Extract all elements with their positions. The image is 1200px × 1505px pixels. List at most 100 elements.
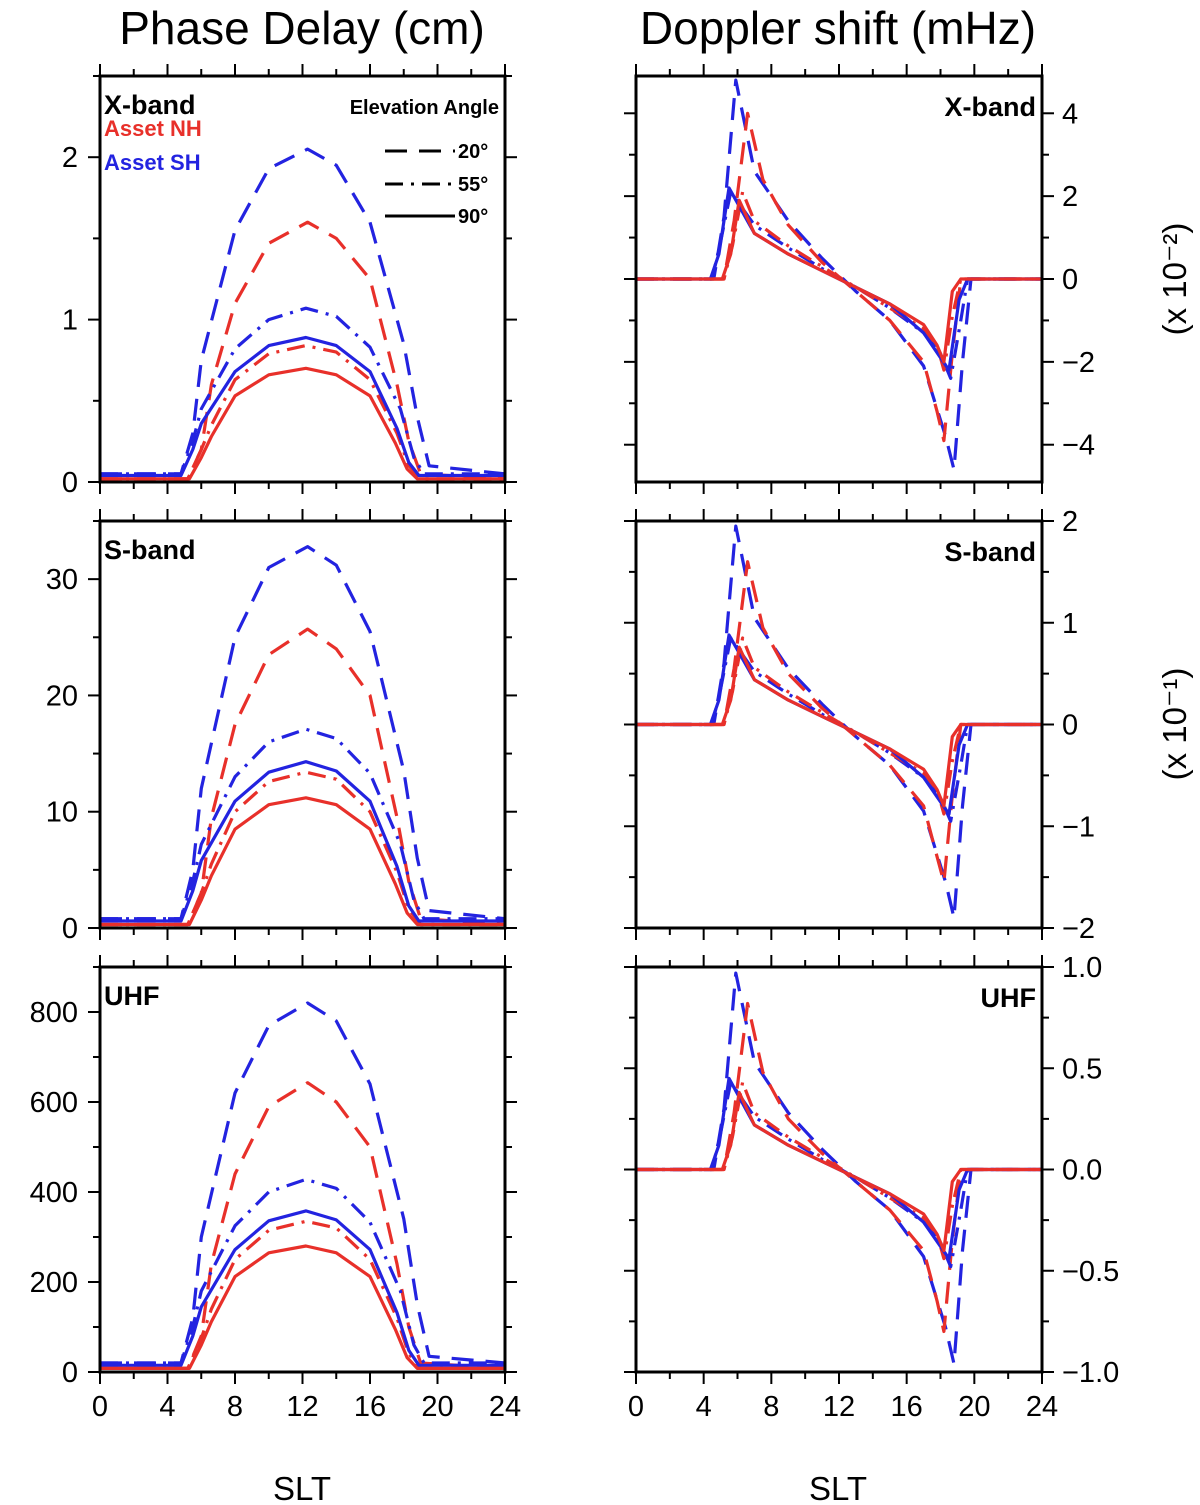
series-phase-uhf-sh-solid <box>100 1209 505 1367</box>
ytick-label-phase-s-0: 0 <box>62 913 78 945</box>
series-doppler-uhf-nh-solid <box>636 1090 1042 1253</box>
series-phase-uhf-nh-dashdot <box>100 1219 505 1371</box>
series-doppler-uhf-sh-dashed <box>636 971 1042 1366</box>
ytick-label-phase-x-1: 1 <box>62 305 78 337</box>
xtick-label-phase-uhf-12: 12 <box>286 1391 318 1423</box>
left-title: Phase Delay (cm) <box>119 2 485 54</box>
ytick-label-doppler-uhf-0.0: 0.0 <box>1062 1155 1102 1187</box>
series-doppler-uhf-nh-dashdot <box>636 1080 1042 1261</box>
band-label-doppler-uhf: UHF <box>981 983 1037 1013</box>
series-phase-s-nh-dashed <box>100 627 506 927</box>
frame-phase-uhf <box>98 965 507 1374</box>
ytick-label-doppler-x-2: 2 <box>1062 181 1078 213</box>
ytick-label-phase-uhf-800: 800 <box>30 997 78 1029</box>
panel-phase-uhf: 0 4 8 12 16 20 24 0 200 400 600 800 UHF <box>30 955 521 1423</box>
ytick-label-phase-uhf-200: 200 <box>30 1267 78 1299</box>
x-axis-title-right: SLT <box>809 1470 867 1505</box>
panel-phase-x: 0 1 2 X-band <box>62 64 517 499</box>
ytick-label-doppler-x-−4: −4 <box>1062 430 1095 462</box>
right-title: Doppler shift (mHz) <box>640 2 1036 54</box>
ytick-label-phase-uhf-600: 600 <box>30 1087 78 1119</box>
series-doppler-x-nh-dashdot <box>636 190 1042 372</box>
legend-title: Elevation Angle <box>350 97 499 119</box>
band-label-phase-x: X-band <box>104 90 196 120</box>
xtick-label-doppler-uhf-8: 8 <box>763 1391 779 1423</box>
xtick-label-phase-uhf-20: 20 <box>421 1391 453 1423</box>
ytick-label-phase-uhf-0: 0 <box>62 1357 78 1389</box>
ytick-label-doppler-x-0: 0 <box>1062 264 1078 296</box>
frame-phase-s <box>98 519 507 930</box>
legend-station-sh: Asset SH <box>104 150 201 175</box>
ytick-label-phase-s-30: 30 <box>46 564 78 596</box>
series-phase-x-sh-dashdot <box>100 306 505 476</box>
series-phase-s-sh-dashed <box>100 544 506 921</box>
series-phase-x-sh-solid <box>100 335 505 478</box>
series-phase-s-nh-dashdot <box>100 770 505 927</box>
ytick-label-doppler-s-1: 1 <box>1062 608 1078 640</box>
ytick-label-phase-uhf-400: 400 <box>30 1177 78 1209</box>
series-doppler-uhf-nh-dashed <box>636 1001 1042 1334</box>
xtick-label-phase-uhf-16: 16 <box>354 1391 386 1423</box>
series-doppler-x-sh-dashdot <box>636 190 1042 380</box>
ytick-label-doppler-uhf-0.5: 0.5 <box>1062 1053 1102 1085</box>
legend: Asset NH Asset SH Elevation Angle 20° 55… <box>104 97 499 228</box>
band-label-doppler-x: X-band <box>945 92 1037 122</box>
scale-label-doppler-x: (x 10⁻²) <box>1156 223 1193 336</box>
series-phase-s-sh-solid <box>100 760 505 923</box>
series-phase-x-nh-solid <box>100 366 505 481</box>
xtick-label-doppler-uhf-20: 20 <box>958 1391 990 1423</box>
series-doppler-s-nh-solid <box>636 645 1042 808</box>
ytick-label-doppler-x-4: 4 <box>1062 98 1078 130</box>
ytick-label-doppler-s-−2: −2 <box>1062 913 1095 945</box>
series-phase-uhf-nh-dashed <box>100 1081 506 1371</box>
band-label-doppler-s: S-band <box>945 537 1037 567</box>
series-doppler-x-nh-dashed <box>636 111 1042 443</box>
series-phase-uhf-sh-dashdot <box>100 1177 505 1365</box>
series-doppler-s-sh-dashed <box>636 524 1042 920</box>
series-doppler-x-nh-solid <box>636 198 1042 364</box>
panel-doppler-x: −4 −2 0 2 4 X-band (x 10⁻²) <box>624 64 1193 494</box>
xtick-label-doppler-uhf-0: 0 <box>628 1391 644 1423</box>
series-doppler-s-nh-dashed <box>636 560 1042 884</box>
ytick-label-doppler-x-−2: −2 <box>1062 347 1095 379</box>
series-phase-s-sh-dashdot <box>100 727 505 921</box>
series-phase-uhf-sh-dashed <box>100 1001 506 1365</box>
series-phase-x-nh-dashdot <box>100 344 505 481</box>
series-phase-uhf-nh-solid <box>100 1244 505 1371</box>
series-doppler-uhf-sh-dashdot <box>636 1080 1042 1269</box>
band-label-phase-s: S-band <box>104 535 196 565</box>
ytick-label-phase-x-2: 2 <box>62 142 78 174</box>
ytick-label-doppler-uhf-1.0: 1.0 <box>1062 952 1102 984</box>
ytick-label-doppler-s-−1: −1 <box>1062 811 1095 843</box>
ytick-label-doppler-uhf-−1.0: −1.0 <box>1062 1357 1119 1389</box>
band-label-phase-uhf: UHF <box>104 981 160 1011</box>
legend-label-20: 20° <box>458 141 488 163</box>
series-phase-x-nh-dashed <box>100 220 506 481</box>
series-doppler-s-sh-dashdot <box>636 636 1042 823</box>
legend-label-55: 55° <box>458 174 488 196</box>
xtick-label-doppler-uhf-12: 12 <box>823 1391 855 1423</box>
panel-phase-s: 0 10 20 30 S-band <box>46 509 517 945</box>
x-axis-title-left: SLT <box>273 1470 331 1505</box>
scale-label-doppler-s: (x 10⁻¹) <box>1156 668 1193 781</box>
xtick-label-phase-uhf-8: 8 <box>227 1391 243 1423</box>
xtick-label-doppler-uhf-4: 4 <box>696 1391 712 1423</box>
xtick-label-doppler-uhf-24: 24 <box>1026 1391 1058 1423</box>
ytick-label-doppler-s-0: 0 <box>1062 710 1078 742</box>
ytick-label-phase-x-0: 0 <box>62 467 78 499</box>
legend-label-90: 90° <box>458 206 488 228</box>
ytick-label-phase-s-10: 10 <box>46 797 78 829</box>
xtick-label-phase-uhf-24: 24 <box>489 1391 521 1423</box>
ytick-label-phase-s-20: 20 <box>46 680 78 712</box>
panel-doppler-uhf: 0 4 8 12 16 20 24−1.0 −0.5 0.0 0.5 1.0 UHF <box>624 952 1119 1423</box>
ytick-label-doppler-uhf-−0.5: −0.5 <box>1062 1256 1119 1288</box>
ytick-label-doppler-s-2: 2 <box>1062 506 1078 538</box>
xtick-label-doppler-uhf-16: 16 <box>891 1391 923 1423</box>
panel-doppler-s: −2 −1 0 1 2 S-band (x 10⁻¹) <box>624 506 1193 945</box>
xtick-label-phase-uhf-4: 4 <box>159 1391 175 1423</box>
series-phase-s-nh-solid <box>100 796 505 927</box>
legend-station-nh: Asset NH <box>104 116 202 141</box>
xtick-label-phase-uhf-0: 0 <box>92 1391 108 1423</box>
series-phase-x-sh-dashed <box>100 147 506 476</box>
